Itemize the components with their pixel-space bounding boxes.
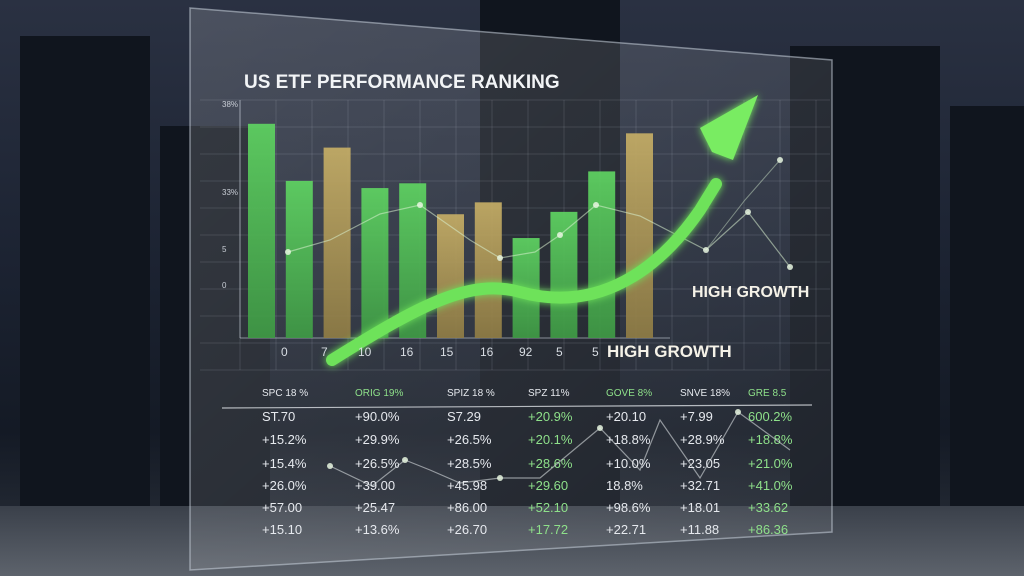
trend-line-right	[705, 159, 781, 251]
table-cell: +32.71	[680, 478, 720, 493]
table-cell: 600.2%	[748, 409, 793, 424]
table-cell: +41.0%	[748, 478, 793, 493]
table-cell: +20.9%	[528, 409, 573, 424]
trend-point	[402, 457, 408, 463]
table-cell: +17.72	[528, 522, 568, 537]
table-header: SPZ 11%	[528, 388, 570, 399]
performance-table: SPC 18 % ORIG 19% SPIZ 18 % SPZ 11% GOVE 8% S…	[221, 388, 813, 537]
trend-point	[735, 409, 741, 415]
table-cell: +86.00	[447, 500, 487, 515]
building	[20, 36, 150, 506]
y-tick-label: 0	[222, 281, 227, 290]
table-cell: +26.0%	[262, 478, 307, 493]
table-cell: +7.99	[680, 409, 713, 424]
table-cell: +57.00	[262, 500, 302, 515]
bar-9	[550, 211, 578, 338]
table-cell: +11.88	[680, 522, 719, 537]
x-axis: 0 7 10 16 15 16 92 5 5	[281, 345, 599, 359]
trend-point	[703, 247, 709, 253]
x-tick-label: 16	[400, 345, 414, 359]
table-cell: +98.6%	[606, 500, 651, 515]
y-tick-label: 33%	[222, 188, 238, 197]
table-cell: +28.9%	[680, 432, 725, 447]
bar-2	[285, 180, 313, 338]
table-cell: +20.10	[606, 409, 646, 424]
trend-point	[497, 255, 503, 261]
bar-11	[626, 133, 653, 338]
trend-point	[593, 202, 599, 208]
bar-7	[474, 202, 502, 338]
annotation-high-growth-bottom: HIGH GROWTH	[607, 342, 732, 361]
trend-point	[597, 425, 603, 431]
annotation-high-growth-right: HIGH GROWTH	[692, 284, 809, 301]
table-cell: +15.2%	[262, 432, 307, 447]
table-cell: +20.1%	[528, 432, 573, 447]
table-header: SPC 18 %	[262, 388, 308, 399]
growth-arrow	[326, 178, 722, 366]
table-cell: S7.29	[447, 409, 481, 424]
table-cell: +26.5%	[447, 432, 492, 447]
table-cell: +18.8%	[606, 432, 651, 447]
table-header: GOVE 8%	[606, 388, 652, 399]
table-cell: +52.10	[528, 500, 568, 515]
table-cell: +21.0%	[748, 456, 793, 471]
x-tick-label: 5	[592, 345, 599, 359]
bar-4	[361, 188, 389, 338]
table-header: SNVE 18%	[680, 388, 730, 399]
table-cell: +10.0%	[606, 456, 651, 471]
table-cell: +90.0%	[355, 409, 400, 424]
bar-3	[323, 147, 351, 338]
table-cell: +26.70	[447, 522, 487, 537]
table-cell: +22.71	[606, 522, 646, 537]
y-tick-label: 38%	[222, 100, 238, 109]
table-cell: ST.70	[262, 409, 295, 424]
trend-point	[557, 232, 563, 238]
x-tick-label: 16	[480, 345, 494, 359]
trend-point	[497, 475, 503, 481]
chart-title: US ETF PERFORMANCE RANKING	[244, 72, 560, 93]
table-cell: +33.62	[748, 500, 788, 515]
x-tick-label: 15	[440, 345, 454, 359]
table-cell: +26.5%	[355, 456, 400, 471]
bar-1	[248, 123, 275, 338]
table-header: SPIZ 18 %	[447, 388, 495, 399]
table-cell: 18.8%	[606, 478, 643, 493]
building	[950, 106, 1024, 506]
trend-point	[777, 157, 783, 163]
bar-10	[588, 171, 616, 338]
table-cell: +18.01	[680, 500, 720, 515]
table-header-divider	[221, 404, 813, 409]
table-header: GRE 8.5	[748, 388, 787, 399]
growth-arrowhead	[700, 95, 758, 160]
table-cell: +39.00	[355, 478, 395, 493]
x-tick-label: 0	[281, 345, 288, 359]
y-axis: 38% 33% 5 0	[222, 100, 238, 290]
table-cell: +15.4%	[262, 456, 307, 471]
trend-point	[745, 209, 751, 215]
trend-point	[787, 264, 793, 270]
x-tick-label: 7	[321, 345, 328, 359]
y-tick-label: 5	[222, 245, 227, 254]
trend-point	[327, 463, 333, 469]
table-cell: +15.10	[262, 522, 302, 537]
table-cell: +29.60	[528, 478, 568, 493]
table-cell: +25.47	[355, 500, 395, 515]
x-tick-label: 5	[556, 345, 563, 359]
bar-6	[437, 214, 464, 338]
bar-series	[248, 123, 653, 338]
x-tick-label: 92	[519, 345, 533, 359]
trend-point	[285, 249, 291, 255]
trend-point	[417, 202, 423, 208]
table-cell: +86.36	[748, 522, 788, 537]
x-tick-label: 10	[358, 345, 372, 359]
table-cell: +18.8%	[748, 432, 793, 447]
table-header: ORIG 19%	[355, 388, 403, 399]
table-cell: +13.6%	[355, 522, 400, 537]
table-cell: +28.5%	[447, 456, 492, 471]
table-cell: +29.9%	[355, 432, 400, 447]
